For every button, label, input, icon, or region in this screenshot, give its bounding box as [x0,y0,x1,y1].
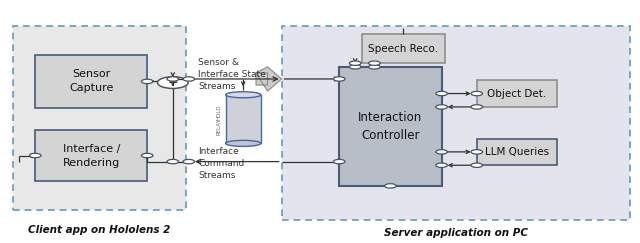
Ellipse shape [226,92,261,98]
Circle shape [333,159,345,164]
Circle shape [157,77,188,88]
Circle shape [141,153,153,158]
Circle shape [167,159,179,164]
Text: +: + [168,76,178,89]
Bar [339,67,442,186]
Bar [13,26,186,210]
Text: Sensor &
Interface State
Streams: Sensor & Interface State Streams [198,58,266,91]
Circle shape [471,150,483,154]
Text: Interface /
Rendering: Interface / Rendering [63,144,120,167]
Ellipse shape [226,140,261,146]
Circle shape [333,77,345,81]
Circle shape [471,105,483,109]
Circle shape [436,163,447,167]
Circle shape [471,91,483,96]
Bar [362,34,445,63]
Text: Object Det.: Object Det. [487,88,547,99]
Bar [477,139,557,165]
Text: Server application on PC: Server application on PC [384,228,528,238]
Circle shape [167,77,179,81]
Circle shape [385,184,396,188]
Text: Interaction
Controller: Interaction Controller [358,111,422,142]
Text: Speech Reco.: Speech Reco. [368,43,438,54]
Text: RELAY: RELAY [217,118,222,135]
Circle shape [369,65,380,69]
Text: LLM Queries: LLM Queries [484,147,549,157]
Text: HOLD: HOLD [217,104,222,120]
Bar [282,26,630,220]
Circle shape [349,65,361,69]
Text: Interface
Command
Streams: Interface Command Streams [198,147,244,180]
Circle shape [349,61,361,65]
Circle shape [183,159,195,164]
Text: Sensor
Capture: Sensor Capture [69,69,113,93]
Text: Client app on Hololens 2: Client app on Hololens 2 [28,225,170,235]
Circle shape [369,61,380,65]
Bar [477,80,557,107]
Circle shape [436,105,447,109]
Circle shape [141,79,153,84]
Circle shape [29,153,41,158]
Bar [35,130,147,181]
Circle shape [471,163,483,167]
Circle shape [436,91,447,96]
Bar [226,95,261,143]
Circle shape [436,150,447,154]
Bar [35,55,147,108]
Polygon shape [256,67,282,91]
Circle shape [183,77,195,81]
